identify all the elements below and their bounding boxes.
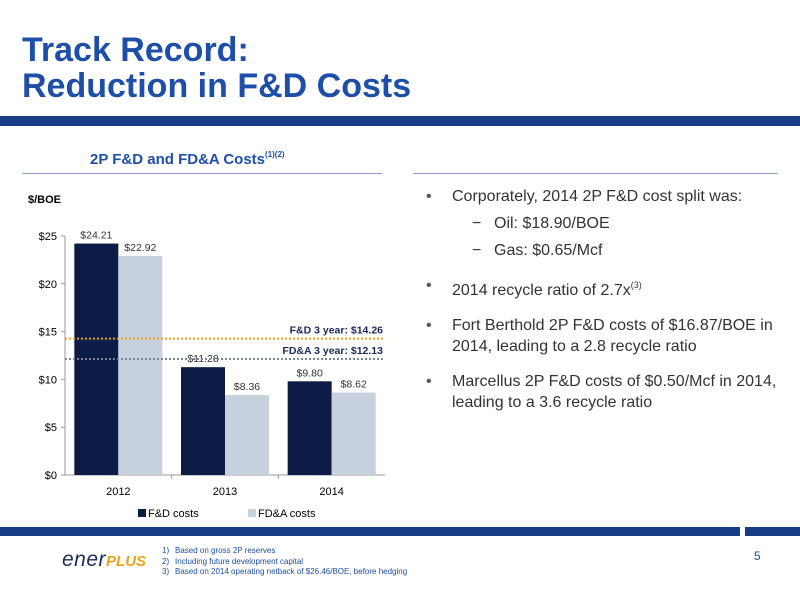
sub-bullet-item: − Oil: $18.90/BOE <box>452 213 786 234</box>
sub-bullet-dash: − <box>472 242 482 259</box>
y-tick-label: $5 <box>45 422 57 434</box>
chart-heading-rule <box>22 173 382 174</box>
bullet-dot: • <box>426 277 432 294</box>
chart-heading: 2P F&D and FD&A Costs(1)(2) <box>90 150 285 168</box>
title-divider-bar <box>0 116 800 126</box>
footnotes: 1) Based on gross 2P reserves 2) Including… <box>162 546 407 578</box>
footer-accent-bar <box>745 527 800 536</box>
bullet-footnote-ref: (3) <box>630 280 642 290</box>
bullet-item: • Fort Berthold 2P F&D costs of $16.87/BO… <box>426 315 786 357</box>
bar-fda <box>118 255 163 475</box>
y-tick-label: $15 <box>39 327 57 339</box>
y-tick-label: $10 <box>39 374 57 386</box>
bullets-top-rule <box>413 173 778 174</box>
logo-text-ener: ener <box>62 548 107 571</box>
enerplus-logo: enerPLUS <box>62 548 146 572</box>
sub-bullet-item: − Gas: $0.65/Mcf <box>452 240 786 261</box>
logo-text-plus: PLUS <box>106 553 147 570</box>
x-tick-label: 2012 <box>106 486 130 498</box>
bullet-text: Marcellus 2P F&D costs of $0.50/Mcf in 2… <box>452 373 777 411</box>
footnote-2: 2) Including future development capital <box>162 556 304 566</box>
y-axis-label: $/BOE <box>28 194 61 206</box>
bar-fd <box>74 243 119 475</box>
data-label: $9.80 <box>297 367 323 379</box>
slide-title: Track Record: Reduction in F&D Costs <box>22 32 762 104</box>
bullet-item: • Marcellus 2P F&D costs of $0.50/Mcf in … <box>426 371 786 413</box>
footer-bar <box>0 527 740 536</box>
bullet-dot: • <box>426 188 432 205</box>
data-label: $8.62 <box>341 379 367 391</box>
bar-fd <box>181 367 225 475</box>
footnote-1: 1) Based on gross 2P reserves <box>162 546 276 555</box>
bullet-text: Corporately, 2014 2P F&D cost split was: <box>452 188 743 205</box>
data-label: $11.28 <box>187 353 218 365</box>
title-line-2: Reduction in F&D Costs <box>22 67 412 105</box>
chart-heading-text: 2P F&D and FD&A Costs <box>90 151 266 168</box>
bar-fda <box>225 395 269 475</box>
sub-bullet-text: Oil: $18.90/BOE <box>494 215 610 232</box>
sub-bullet-text: Gas: $0.65/Mcf <box>494 242 603 259</box>
bullet-list: • Corporately, 2014 2P F&D cost split was… <box>426 186 786 427</box>
bar-fd <box>287 381 332 475</box>
legend-label: F&D costs <box>148 508 199 520</box>
data-label: $8.36 <box>234 381 260 393</box>
y-tick-label: $0 <box>45 470 57 482</box>
reference-line-label: FD&A 3 year: $12.13 <box>282 345 383 357</box>
page-number: 5 <box>754 549 761 563</box>
chart-heading-footnote-ref: (1)(2) <box>265 150 285 159</box>
bullet-text: Fort Berthold 2P F&D costs of $16.87/BOE… <box>452 317 773 355</box>
bullet-text: 2014 recycle ratio of 2.7x <box>452 282 631 299</box>
legend-label: FD&A costs <box>258 508 316 520</box>
bullet-dot: • <box>426 317 432 334</box>
bar-chart: $/BOE $0 $5 $10 $15 $20 $25 $24.21 $22.92 2012 $11… <box>28 194 385 520</box>
x-tick-label: 2014 <box>319 486 343 498</box>
data-label: $22.92 <box>124 242 156 254</box>
sub-bullet-dash: − <box>472 215 482 232</box>
bar-fda <box>331 392 376 475</box>
bullet-item: • 2014 recycle ratio of 2.7x(3) <box>426 275 786 301</box>
x-tick-label: 2013 <box>213 486 237 498</box>
data-label: $24.21 <box>80 230 112 242</box>
legend-swatch <box>138 509 146 517</box>
reference-line-label: F&D 3 year: $14.26 <box>290 325 384 337</box>
bullet-dot: • <box>426 373 432 390</box>
y-tick-label: $25 <box>39 231 57 243</box>
legend-swatch <box>248 509 256 517</box>
y-tick-label: $20 <box>39 279 57 291</box>
footnote-3: 3) Based on 2014 operating netback of $26… <box>162 567 408 576</box>
title-line-1: Track Record: <box>22 31 249 69</box>
bullet-item: • Corporately, 2014 2P F&D cost split was… <box>426 186 786 261</box>
